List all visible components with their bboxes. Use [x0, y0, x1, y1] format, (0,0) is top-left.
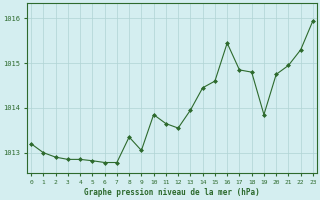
X-axis label: Graphe pression niveau de la mer (hPa): Graphe pression niveau de la mer (hPa) [84, 188, 260, 197]
